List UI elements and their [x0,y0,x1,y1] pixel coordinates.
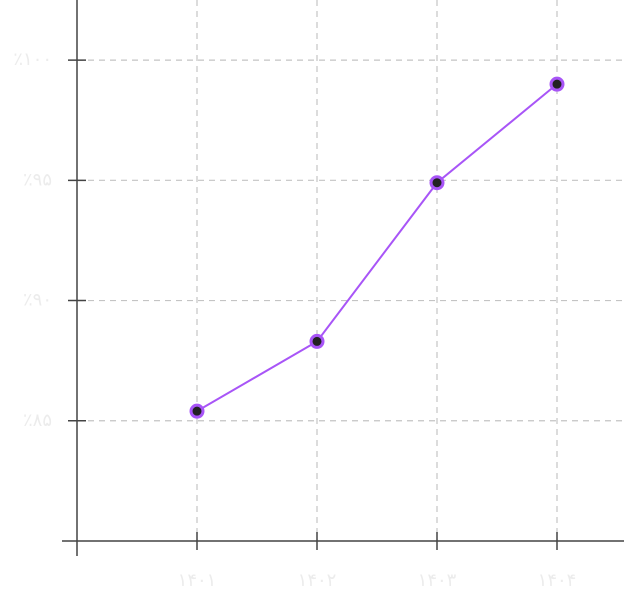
point [309,333,325,349]
point [189,403,205,419]
point [429,175,445,191]
x-tick-label: ۱۴۰۴ [538,570,577,591]
x-tick-label: ۱۴۰۱ [178,570,217,591]
y-tick-label: ٪۱۰۰ [13,49,52,70]
y-tick-label: ٪۸۵ [23,410,52,431]
series-line [196,83,558,413]
x-tick-label: ۱۴۰۳ [418,570,457,591]
x-tick-label: ۱۴۰۲ [298,570,337,591]
y-tick-label: ٪۹۰ [23,290,52,311]
point [549,76,565,92]
y-tick-label: ٪۹۵ [23,169,52,190]
